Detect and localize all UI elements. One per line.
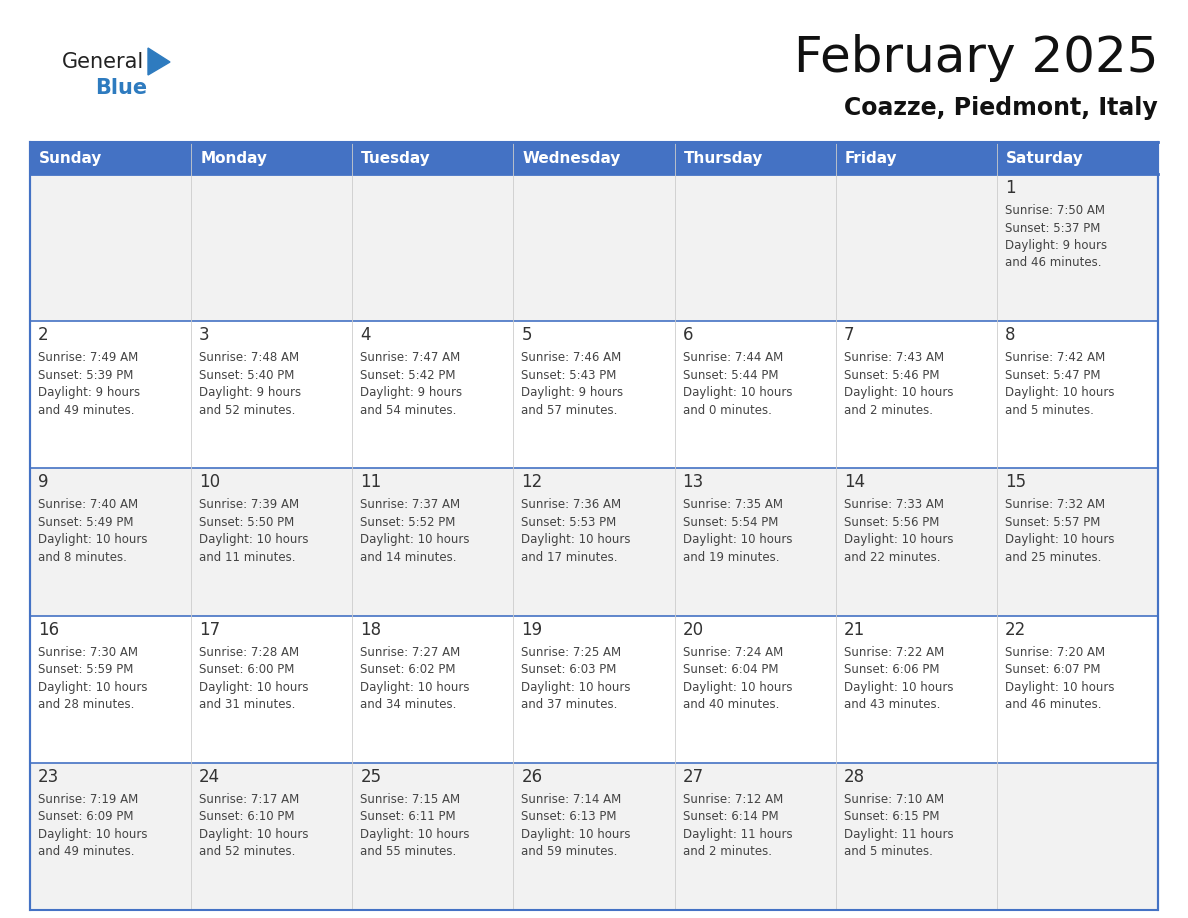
Text: Sunday: Sunday [39,151,102,165]
Text: Sunrise: 7:33 AM
Sunset: 5:56 PM
Daylight: 10 hours
and 22 minutes.: Sunrise: 7:33 AM Sunset: 5:56 PM Dayligh… [843,498,953,564]
Text: Coazze, Piedmont, Italy: Coazze, Piedmont, Italy [845,96,1158,120]
Text: Wednesday: Wednesday [523,151,621,165]
Text: 14: 14 [843,474,865,491]
Text: 3: 3 [200,326,210,344]
Text: Sunrise: 7:39 AM
Sunset: 5:50 PM
Daylight: 10 hours
and 11 minutes.: Sunrise: 7:39 AM Sunset: 5:50 PM Dayligh… [200,498,309,564]
Text: 16: 16 [38,621,59,639]
Bar [30,468,1158,616]
Text: Blue: Blue [95,78,147,98]
Text: Sunrise: 7:47 AM
Sunset: 5:42 PM
Daylight: 9 hours
and 54 minutes.: Sunrise: 7:47 AM Sunset: 5:42 PM Dayligh… [360,352,462,417]
Text: 6: 6 [683,326,693,344]
Text: Sunrise: 7:27 AM
Sunset: 6:02 PM
Daylight: 10 hours
and 34 minutes.: Sunrise: 7:27 AM Sunset: 6:02 PM Dayligh… [360,645,469,711]
Bar [30,142,1158,174]
Text: 23: 23 [38,767,59,786]
Text: 21: 21 [843,621,865,639]
Text: Sunrise: 7:42 AM
Sunset: 5:47 PM
Daylight: 10 hours
and 5 minutes.: Sunrise: 7:42 AM Sunset: 5:47 PM Dayligh… [1005,352,1114,417]
Text: Sunrise: 7:24 AM
Sunset: 6:04 PM
Daylight: 10 hours
and 40 minutes.: Sunrise: 7:24 AM Sunset: 6:04 PM Dayligh… [683,645,792,711]
Text: 10: 10 [200,474,220,491]
Text: 2: 2 [38,326,49,344]
Text: Sunrise: 7:14 AM
Sunset: 6:13 PM
Daylight: 10 hours
and 59 minutes.: Sunrise: 7:14 AM Sunset: 6:13 PM Dayligh… [522,793,631,858]
Text: 22: 22 [1005,621,1026,639]
Text: 24: 24 [200,767,220,786]
Text: 17: 17 [200,621,220,639]
Text: 12: 12 [522,474,543,491]
Text: 9: 9 [38,474,49,491]
Text: Sunrise: 7:20 AM
Sunset: 6:07 PM
Daylight: 10 hours
and 46 minutes.: Sunrise: 7:20 AM Sunset: 6:07 PM Dayligh… [1005,645,1114,711]
Text: Saturday: Saturday [1006,151,1083,165]
Text: Sunrise: 7:30 AM
Sunset: 5:59 PM
Daylight: 10 hours
and 28 minutes.: Sunrise: 7:30 AM Sunset: 5:59 PM Dayligh… [38,645,147,711]
Text: Sunrise: 7:48 AM
Sunset: 5:40 PM
Daylight: 9 hours
and 52 minutes.: Sunrise: 7:48 AM Sunset: 5:40 PM Dayligh… [200,352,302,417]
Text: Sunrise: 7:25 AM
Sunset: 6:03 PM
Daylight: 10 hours
and 37 minutes.: Sunrise: 7:25 AM Sunset: 6:03 PM Dayligh… [522,645,631,711]
Text: 13: 13 [683,474,703,491]
Text: 8: 8 [1005,326,1016,344]
Text: February 2025: February 2025 [794,34,1158,82]
Text: 19: 19 [522,621,543,639]
Text: Sunrise: 7:32 AM
Sunset: 5:57 PM
Daylight: 10 hours
and 25 minutes.: Sunrise: 7:32 AM Sunset: 5:57 PM Dayligh… [1005,498,1114,564]
Text: Sunrise: 7:35 AM
Sunset: 5:54 PM
Daylight: 10 hours
and 19 minutes.: Sunrise: 7:35 AM Sunset: 5:54 PM Dayligh… [683,498,792,564]
Text: 20: 20 [683,621,703,639]
Text: Sunrise: 7:22 AM
Sunset: 6:06 PM
Daylight: 10 hours
and 43 minutes.: Sunrise: 7:22 AM Sunset: 6:06 PM Dayligh… [843,645,953,711]
Text: 4: 4 [360,326,371,344]
Text: Sunrise: 7:15 AM
Sunset: 6:11 PM
Daylight: 10 hours
and 55 minutes.: Sunrise: 7:15 AM Sunset: 6:11 PM Dayligh… [360,793,469,858]
Text: Sunrise: 7:28 AM
Sunset: 6:00 PM
Daylight: 10 hours
and 31 minutes.: Sunrise: 7:28 AM Sunset: 6:00 PM Dayligh… [200,645,309,711]
Text: Thursday: Thursday [683,151,763,165]
Text: Sunrise: 7:43 AM
Sunset: 5:46 PM
Daylight: 10 hours
and 2 minutes.: Sunrise: 7:43 AM Sunset: 5:46 PM Dayligh… [843,352,953,417]
Text: Tuesday: Tuesday [361,151,431,165]
Text: General: General [62,52,144,72]
Text: Sunrise: 7:10 AM
Sunset: 6:15 PM
Daylight: 11 hours
and 5 minutes.: Sunrise: 7:10 AM Sunset: 6:15 PM Dayligh… [843,793,953,858]
Text: Sunrise: 7:49 AM
Sunset: 5:39 PM
Daylight: 9 hours
and 49 minutes.: Sunrise: 7:49 AM Sunset: 5:39 PM Dayligh… [38,352,140,417]
Bar [30,763,1158,910]
Bar [30,142,1158,910]
Text: 27: 27 [683,767,703,786]
Text: 28: 28 [843,767,865,786]
Text: 25: 25 [360,767,381,786]
Polygon shape [148,48,170,75]
Text: 26: 26 [522,767,543,786]
Text: 1: 1 [1005,179,1016,197]
Text: Sunrise: 7:12 AM
Sunset: 6:14 PM
Daylight: 11 hours
and 2 minutes.: Sunrise: 7:12 AM Sunset: 6:14 PM Dayligh… [683,793,792,858]
Text: 11: 11 [360,474,381,491]
Text: 18: 18 [360,621,381,639]
Text: Sunrise: 7:44 AM
Sunset: 5:44 PM
Daylight: 10 hours
and 0 minutes.: Sunrise: 7:44 AM Sunset: 5:44 PM Dayligh… [683,352,792,417]
Text: Sunrise: 7:40 AM
Sunset: 5:49 PM
Daylight: 10 hours
and 8 minutes.: Sunrise: 7:40 AM Sunset: 5:49 PM Dayligh… [38,498,147,564]
Text: Sunrise: 7:17 AM
Sunset: 6:10 PM
Daylight: 10 hours
and 52 minutes.: Sunrise: 7:17 AM Sunset: 6:10 PM Dayligh… [200,793,309,858]
Bar [30,174,1158,321]
Bar [30,616,1158,763]
Text: Sunrise: 7:37 AM
Sunset: 5:52 PM
Daylight: 10 hours
and 14 minutes.: Sunrise: 7:37 AM Sunset: 5:52 PM Dayligh… [360,498,469,564]
Text: 5: 5 [522,326,532,344]
Text: Sunrise: 7:36 AM
Sunset: 5:53 PM
Daylight: 10 hours
and 17 minutes.: Sunrise: 7:36 AM Sunset: 5:53 PM Dayligh… [522,498,631,564]
Text: 7: 7 [843,326,854,344]
Text: Monday: Monday [200,151,267,165]
Bar [30,321,1158,468]
Text: Friday: Friday [845,151,897,165]
Text: 15: 15 [1005,474,1026,491]
Text: Sunrise: 7:50 AM
Sunset: 5:37 PM
Daylight: 9 hours
and 46 minutes.: Sunrise: 7:50 AM Sunset: 5:37 PM Dayligh… [1005,204,1107,270]
Text: Sunrise: 7:19 AM
Sunset: 6:09 PM
Daylight: 10 hours
and 49 minutes.: Sunrise: 7:19 AM Sunset: 6:09 PM Dayligh… [38,793,147,858]
Text: Sunrise: 7:46 AM
Sunset: 5:43 PM
Daylight: 9 hours
and 57 minutes.: Sunrise: 7:46 AM Sunset: 5:43 PM Dayligh… [522,352,624,417]
